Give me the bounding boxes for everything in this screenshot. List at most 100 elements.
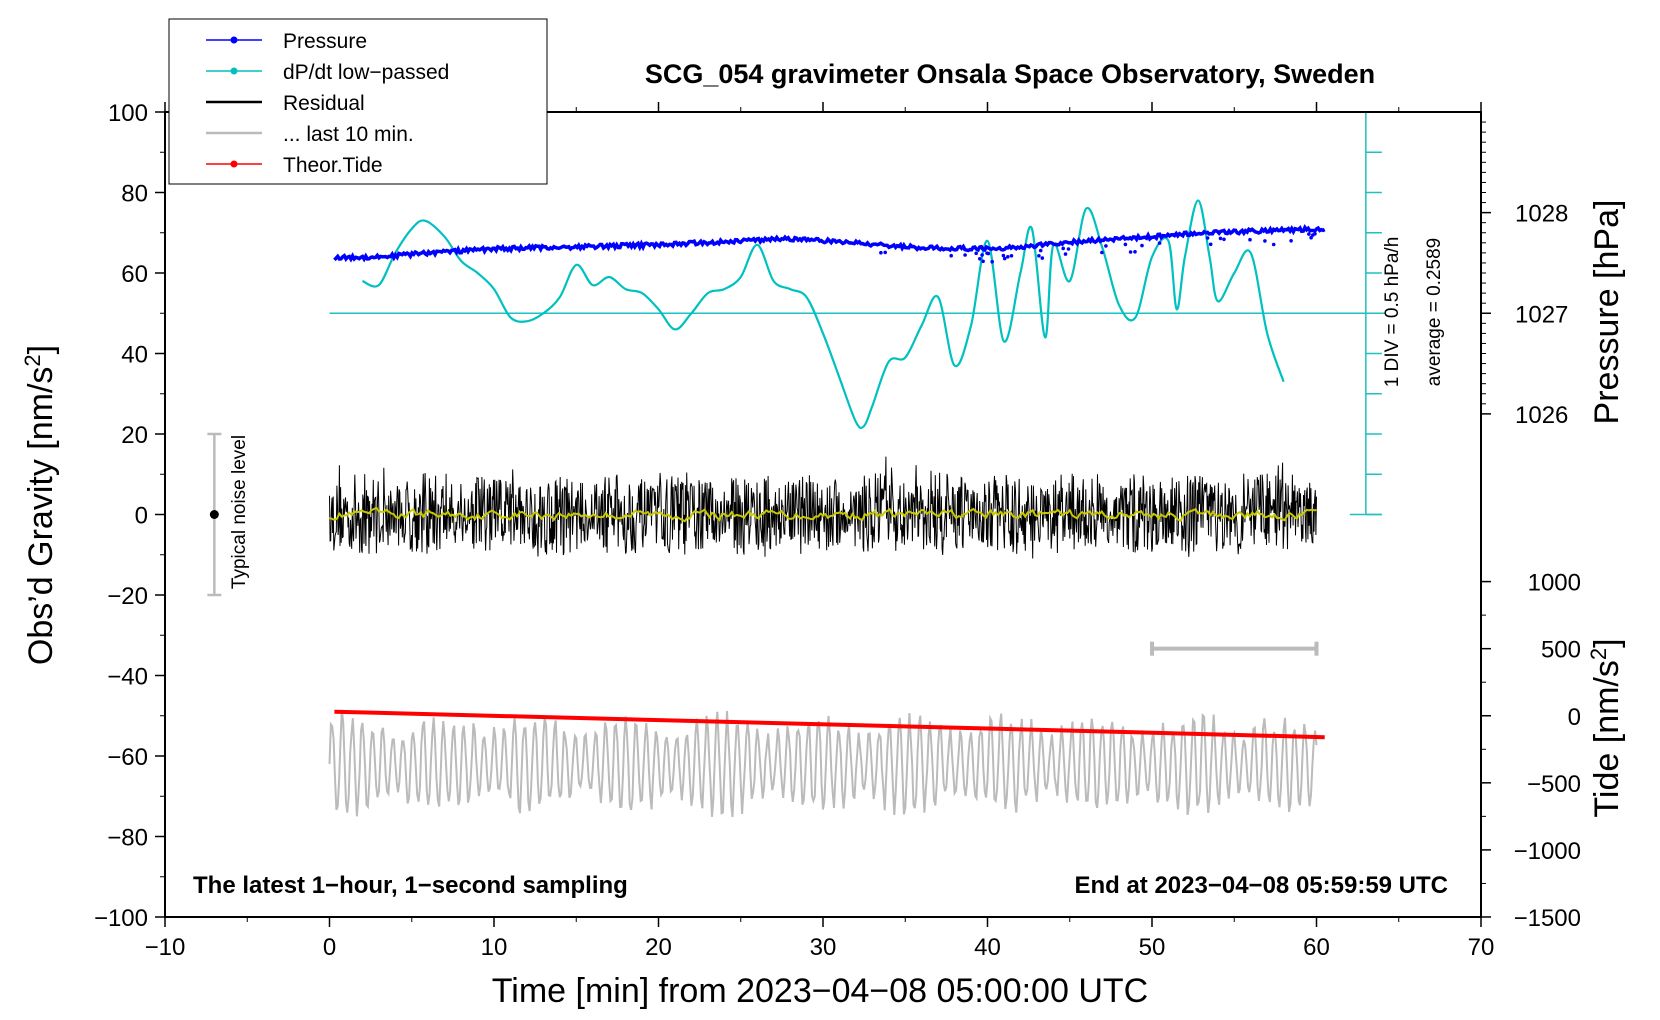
y-tick-label: 60 <box>121 261 148 288</box>
data-layer <box>207 111 1386 818</box>
legend-samples <box>206 36 262 168</box>
pressure-outlier-point <box>1140 243 1144 248</box>
pressure-outlier-point <box>1001 253 1006 258</box>
y-axis-title: Obs’d Gravity [nm/s2] <box>20 345 60 665</box>
pressure-outlier-point <box>981 259 985 264</box>
series-dpdt-line <box>361 199 1285 430</box>
x-tick-label: 10 <box>481 934 508 961</box>
pressure-outlier-point <box>1157 241 1162 245</box>
pressure-outlier-point <box>978 257 982 261</box>
pressure-outlier-point <box>980 253 984 257</box>
pressure-axis-title: Pressure [hPa] <box>1588 200 1626 425</box>
x-tick-label: 20 <box>645 934 672 961</box>
x-tick-label: 0 <box>323 934 336 961</box>
x-tick-label: 70 <box>1468 934 1495 961</box>
pressure-outlier-point <box>1104 244 1108 248</box>
pressure-outlier-point <box>990 259 994 264</box>
pressure-outlier-point <box>949 253 953 258</box>
pressure-outlier-point <box>1006 254 1010 259</box>
pressure-outlier-point <box>1222 237 1226 242</box>
pressure-outlier-point <box>1066 247 1071 251</box>
pressure-outlier-point <box>1263 239 1267 243</box>
pressure-outlier-point <box>963 253 967 257</box>
series-residual-trace <box>329 456 1317 559</box>
pressure-outlier-point <box>1063 252 1068 256</box>
pressure-outlier-point <box>883 250 887 255</box>
series-pressure <box>333 224 1326 264</box>
ticks-layer: −10 0 10 20 30 40 50 60 70−100−80−60−40−20020406… <box>94 100 1581 961</box>
series-residual-smoothed <box>329 506 1317 523</box>
pressure-outlier-point <box>1311 233 1315 237</box>
pressure-outlier-point <box>1040 256 1045 260</box>
tide-axis-title-main: Tide [nm/s <box>1588 660 1626 817</box>
pressure-outlier-point <box>1038 248 1043 253</box>
y-tick-label: −40 <box>107 664 148 691</box>
pressure-outlier-point <box>1100 250 1104 255</box>
pressure-outlier-point <box>1009 254 1014 258</box>
pressure-tick-label: 1027 <box>1515 301 1568 328</box>
pressure-outlier-point <box>1218 236 1223 241</box>
legend-label-tide: Theor.Tide <box>283 154 383 177</box>
x-tick-label: 30 <box>810 934 837 961</box>
legend-label-pressure: Pressure <box>283 30 367 53</box>
legend-sample-marker <box>230 160 238 168</box>
y-tick-label: −60 <box>107 744 148 771</box>
pressure-outlier-point <box>1289 239 1293 243</box>
pressure-outlier-point <box>1248 237 1252 242</box>
series-last10-trace <box>328 709 1318 818</box>
pressure-outlier-point <box>1037 254 1041 258</box>
dpdt-average-label: average = 0.2589 <box>1424 238 1445 386</box>
x-tick-label: 50 <box>1139 934 1166 961</box>
pressure-outlier-point <box>1271 242 1276 247</box>
y-axis-title-main: Obs’d Gravity [nm/s <box>22 367 60 666</box>
x-tick-label: 60 <box>1303 934 1330 961</box>
dpdt-scale-label: 1 DIV = 0.5 hPa/h <box>1382 237 1403 388</box>
x-tick-label: 40 <box>974 934 1001 961</box>
noise-level-label: Typical noise level <box>229 435 250 589</box>
pressure-outlier-point <box>1123 242 1128 247</box>
tide-tick-label: 0 <box>1568 704 1581 731</box>
tide-tick-label: 1000 <box>1528 570 1581 597</box>
plot-frame <box>164 111 1482 918</box>
x-tick-label: −10 <box>145 934 186 961</box>
chart-title: SCG_054 gravimeter Onsala Space Observat… <box>645 59 1375 89</box>
y-tick-label: 0 <box>135 503 148 530</box>
tide-tick-label: −1000 <box>1514 838 1581 865</box>
y-axis-title-sup: 2 <box>20 354 45 366</box>
pressure-outlier-point <box>974 251 978 256</box>
series-tide-line <box>334 709 1325 740</box>
tide-tick-label: −1500 <box>1514 905 1581 932</box>
series-pressure-line <box>333 224 1326 263</box>
y-tick-label: 80 <box>121 181 148 208</box>
pressure-outlier-point <box>1208 242 1213 247</box>
pressure-outlier-point <box>1128 250 1133 254</box>
y-tick-label: −100 <box>94 905 148 932</box>
pressure-outlier-point <box>1002 256 1007 261</box>
tide-tick-label: 500 <box>1541 637 1581 664</box>
pressure-outlier-point <box>1133 250 1137 254</box>
pressure-tick-label: 1028 <box>1515 201 1568 228</box>
y-axis-title-end: ] <box>22 345 60 354</box>
tide-axis-title: Tide [nm/s2] <box>1586 638 1626 817</box>
legend-label-dpdt: dP/dt low−passed <box>283 61 449 84</box>
tide-axis-title-sup: 2 <box>1586 648 1611 660</box>
pressure-outlier-point <box>1307 232 1311 236</box>
legend-label-residual: Residual <box>283 92 365 115</box>
y-tick-label: 40 <box>121 342 148 369</box>
y-tick-label: −20 <box>107 583 148 610</box>
noise-bar-center <box>209 510 219 519</box>
x-axis-title: Time [min] from 2023−04−08 05:00:00 UTC <box>492 972 1148 1010</box>
tide-axis-title-end: ] <box>1588 638 1626 647</box>
legend-label-last10: ... last 10 min. <box>283 123 414 146</box>
footer-left: The latest 1−hour, 1−second sampling <box>193 872 628 899</box>
legend-sample-marker <box>230 67 238 75</box>
pressure-outlier-point <box>985 251 989 255</box>
footer-right: End at 2023−04−08 05:59:59 UTC <box>1074 872 1448 899</box>
legend-sample-marker <box>230 36 238 44</box>
pressure-tick-label: 1026 <box>1515 402 1568 429</box>
legend: Pressure dP/dt low−passed Residual ... l… <box>168 18 548 185</box>
pressure-outlier-point <box>1309 235 1313 240</box>
pressure-outlier-point <box>1205 236 1210 240</box>
pressure-outlier-point <box>879 250 883 255</box>
